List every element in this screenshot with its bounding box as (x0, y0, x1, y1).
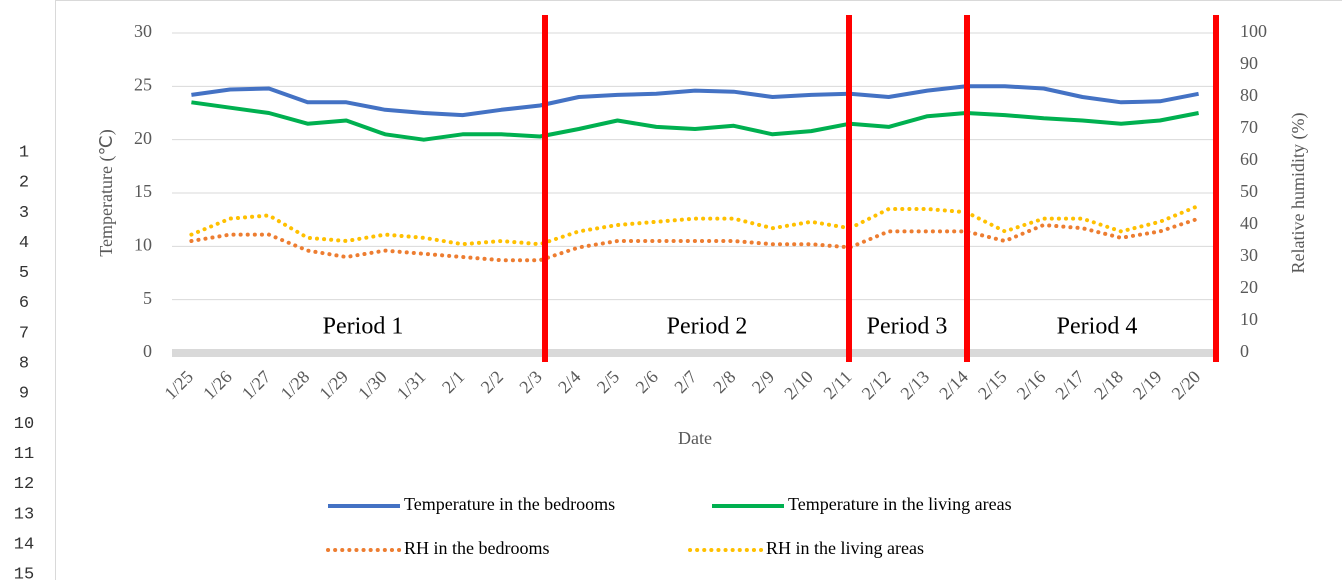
chart-border (55, 0, 1342, 580)
x-tick-label: 2/16 (1013, 367, 1050, 404)
x-tick-label: 2/9 (748, 367, 778, 397)
series-line (189, 203, 1201, 247)
y2-tick-label: 70 (1240, 117, 1258, 137)
x-tick-label: 2/17 (1051, 367, 1088, 404)
row-number: 14 (14, 535, 34, 554)
row-number: 8 (19, 355, 29, 374)
legend-label: Temperature in the living areas (788, 494, 1012, 514)
x-tick-label: 2/19 (1129, 367, 1166, 404)
y2-tick-label: 100 (1240, 21, 1267, 41)
x-tick-label: 2/20 (1168, 367, 1205, 404)
row-number: 5 (19, 264, 29, 283)
period-label: Period 4 (1057, 314, 1138, 340)
row-number: 7 (19, 324, 29, 343)
y-tick-label: 5 (143, 288, 152, 308)
x-tick-label: 2/18 (1090, 367, 1127, 404)
x-tick-label: 2/2 (477, 367, 507, 397)
x-tick-label: 2/1 (438, 367, 468, 397)
y2-tick-label: 20 (1240, 277, 1258, 297)
x-tick-label: 1/28 (277, 367, 314, 404)
row-number: 15 (14, 566, 34, 580)
y2-tick-label: 40 (1240, 213, 1258, 233)
series-line (191, 84, 1199, 118)
row-number: 9 (19, 385, 29, 404)
row-number: 10 (14, 415, 34, 434)
y-axis-title: Temperature (℃) (96, 129, 117, 256)
series-line (191, 100, 1199, 142)
x-tick-label: 1/27 (238, 367, 275, 404)
y-tick-label: 0 (143, 341, 152, 361)
x-tick-label: 2/6 (632, 367, 662, 397)
legend-label: RH in the living areas (766, 538, 924, 558)
legend-label: Temperature in the bedrooms (404, 494, 615, 514)
row-number: 11 (14, 445, 34, 464)
x-tick-label: 2/5 (593, 367, 623, 397)
y2-tick-label: 0 (1240, 341, 1249, 361)
row-number: 2 (19, 174, 29, 193)
y2-tick-label: 30 (1240, 245, 1258, 265)
period-label: Period 1 (323, 314, 404, 340)
y-tick-label: 15 (134, 181, 152, 201)
x-axis-title: Date (678, 428, 712, 448)
x-tick-label: 1/31 (393, 367, 430, 404)
y-tick-label: 25 (134, 74, 152, 94)
x-tick-label: 2/7 (670, 367, 700, 397)
y2-axis-title: Relative humidity (%) (1288, 113, 1309, 274)
row-number: 13 (14, 505, 34, 524)
y2-tick-label: 90 (1240, 53, 1258, 73)
y-tick-label: 30 (134, 21, 152, 41)
x-tick-label: 2/13 (896, 367, 933, 404)
x-tick-label: 1/26 (199, 367, 236, 404)
row-number: 4 (19, 234, 29, 253)
legend-label: RH in the bedrooms (404, 538, 550, 558)
x-tick-label: 2/10 (780, 367, 817, 404)
y-tick-label: 20 (134, 128, 152, 148)
x-tick-label: 2/12 (858, 367, 895, 404)
series-line (189, 216, 1201, 263)
x-tick-label: 2/14 (935, 367, 972, 404)
row-number: 3 (19, 204, 29, 223)
y2-tick-label: 60 (1240, 149, 1258, 169)
y2-tick-label: 80 (1240, 85, 1258, 105)
period-label: Period 3 (867, 314, 948, 340)
x-tick-label: 2/4 (554, 367, 584, 397)
x-tick-label: 2/15 (974, 367, 1011, 404)
row-number: 12 (14, 475, 34, 494)
period-label: Period 2 (667, 314, 748, 340)
y-tick-label: 10 (134, 234, 152, 254)
row-number: 1 (19, 143, 29, 162)
x-tick-label: 2/8 (709, 367, 739, 397)
x-tick-label: 1/29 (315, 367, 352, 404)
y2-tick-label: 10 (1240, 309, 1258, 329)
x-tick-label: 2/11 (819, 367, 855, 403)
x-tick-label: 1/30 (354, 367, 391, 404)
row-number: 6 (19, 294, 29, 313)
x-tick-label: 1/25 (160, 367, 197, 404)
y2-tick-label: 50 (1240, 181, 1258, 201)
x-tick-label: 2/3 (515, 367, 545, 397)
